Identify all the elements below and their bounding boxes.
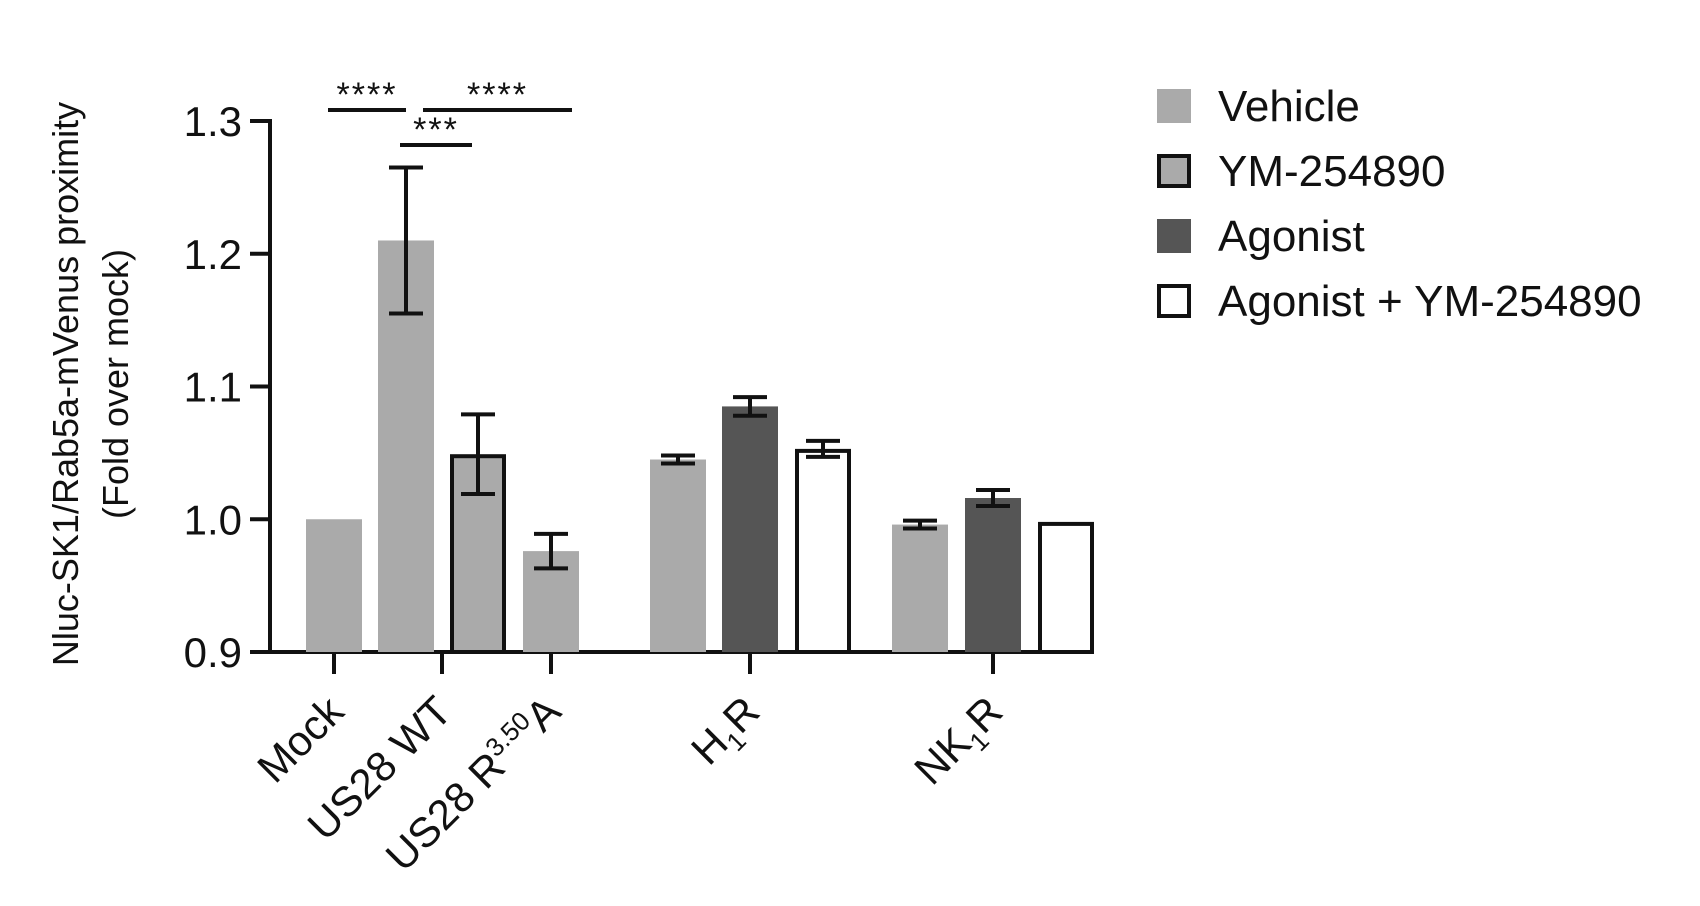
bar (650, 459, 706, 652)
bar (722, 406, 778, 652)
y-tick-label: 1.0 (184, 496, 242, 543)
significance-annotations: *********** (328, 76, 572, 149)
x-tick-label: NK1R (905, 687, 1016, 798)
significance-label: **** (467, 76, 528, 114)
legend-label: Agonist + YM-254890 (1218, 277, 1642, 326)
y-axis-label-line2: (Fold over mock) (95, 249, 136, 519)
legend-swatch (1157, 89, 1191, 123)
legend-label: Vehicle (1218, 82, 1360, 131)
error-bars (389, 165, 1010, 571)
bar (1038, 521, 1094, 655)
legend-swatch (1157, 154, 1191, 188)
legend-label: Agonist (1218, 212, 1365, 261)
y-tick-label: 1.3 (184, 98, 242, 145)
bar (965, 498, 1021, 652)
bar (306, 519, 362, 652)
significance-label: **** (337, 76, 398, 114)
bar (892, 524, 948, 652)
bars (306, 240, 1094, 655)
legend-swatch (1157, 219, 1191, 253)
legend-swatch (1157, 284, 1191, 318)
legend: Vehicle YM-254890 Agonist Agonist + YM-2548… (1157, 82, 1642, 326)
bar (795, 448, 851, 654)
x-tick-label: H1R (682, 687, 773, 778)
y-axis-label: Nluc-SK1/Rab5a-mVenus proximity (Fold ov… (45, 102, 136, 666)
legend-label: YM-254890 (1218, 147, 1445, 196)
significance-label: *** (413, 111, 459, 149)
y-tick-label: 1.2 (184, 231, 242, 278)
y-tick-label: 1.1 (184, 364, 242, 411)
y-axis-label-line1: Nluc-SK1/Rab5a-mVenus proximity (45, 102, 86, 666)
y-tick-label: 0.9 (184, 629, 242, 676)
